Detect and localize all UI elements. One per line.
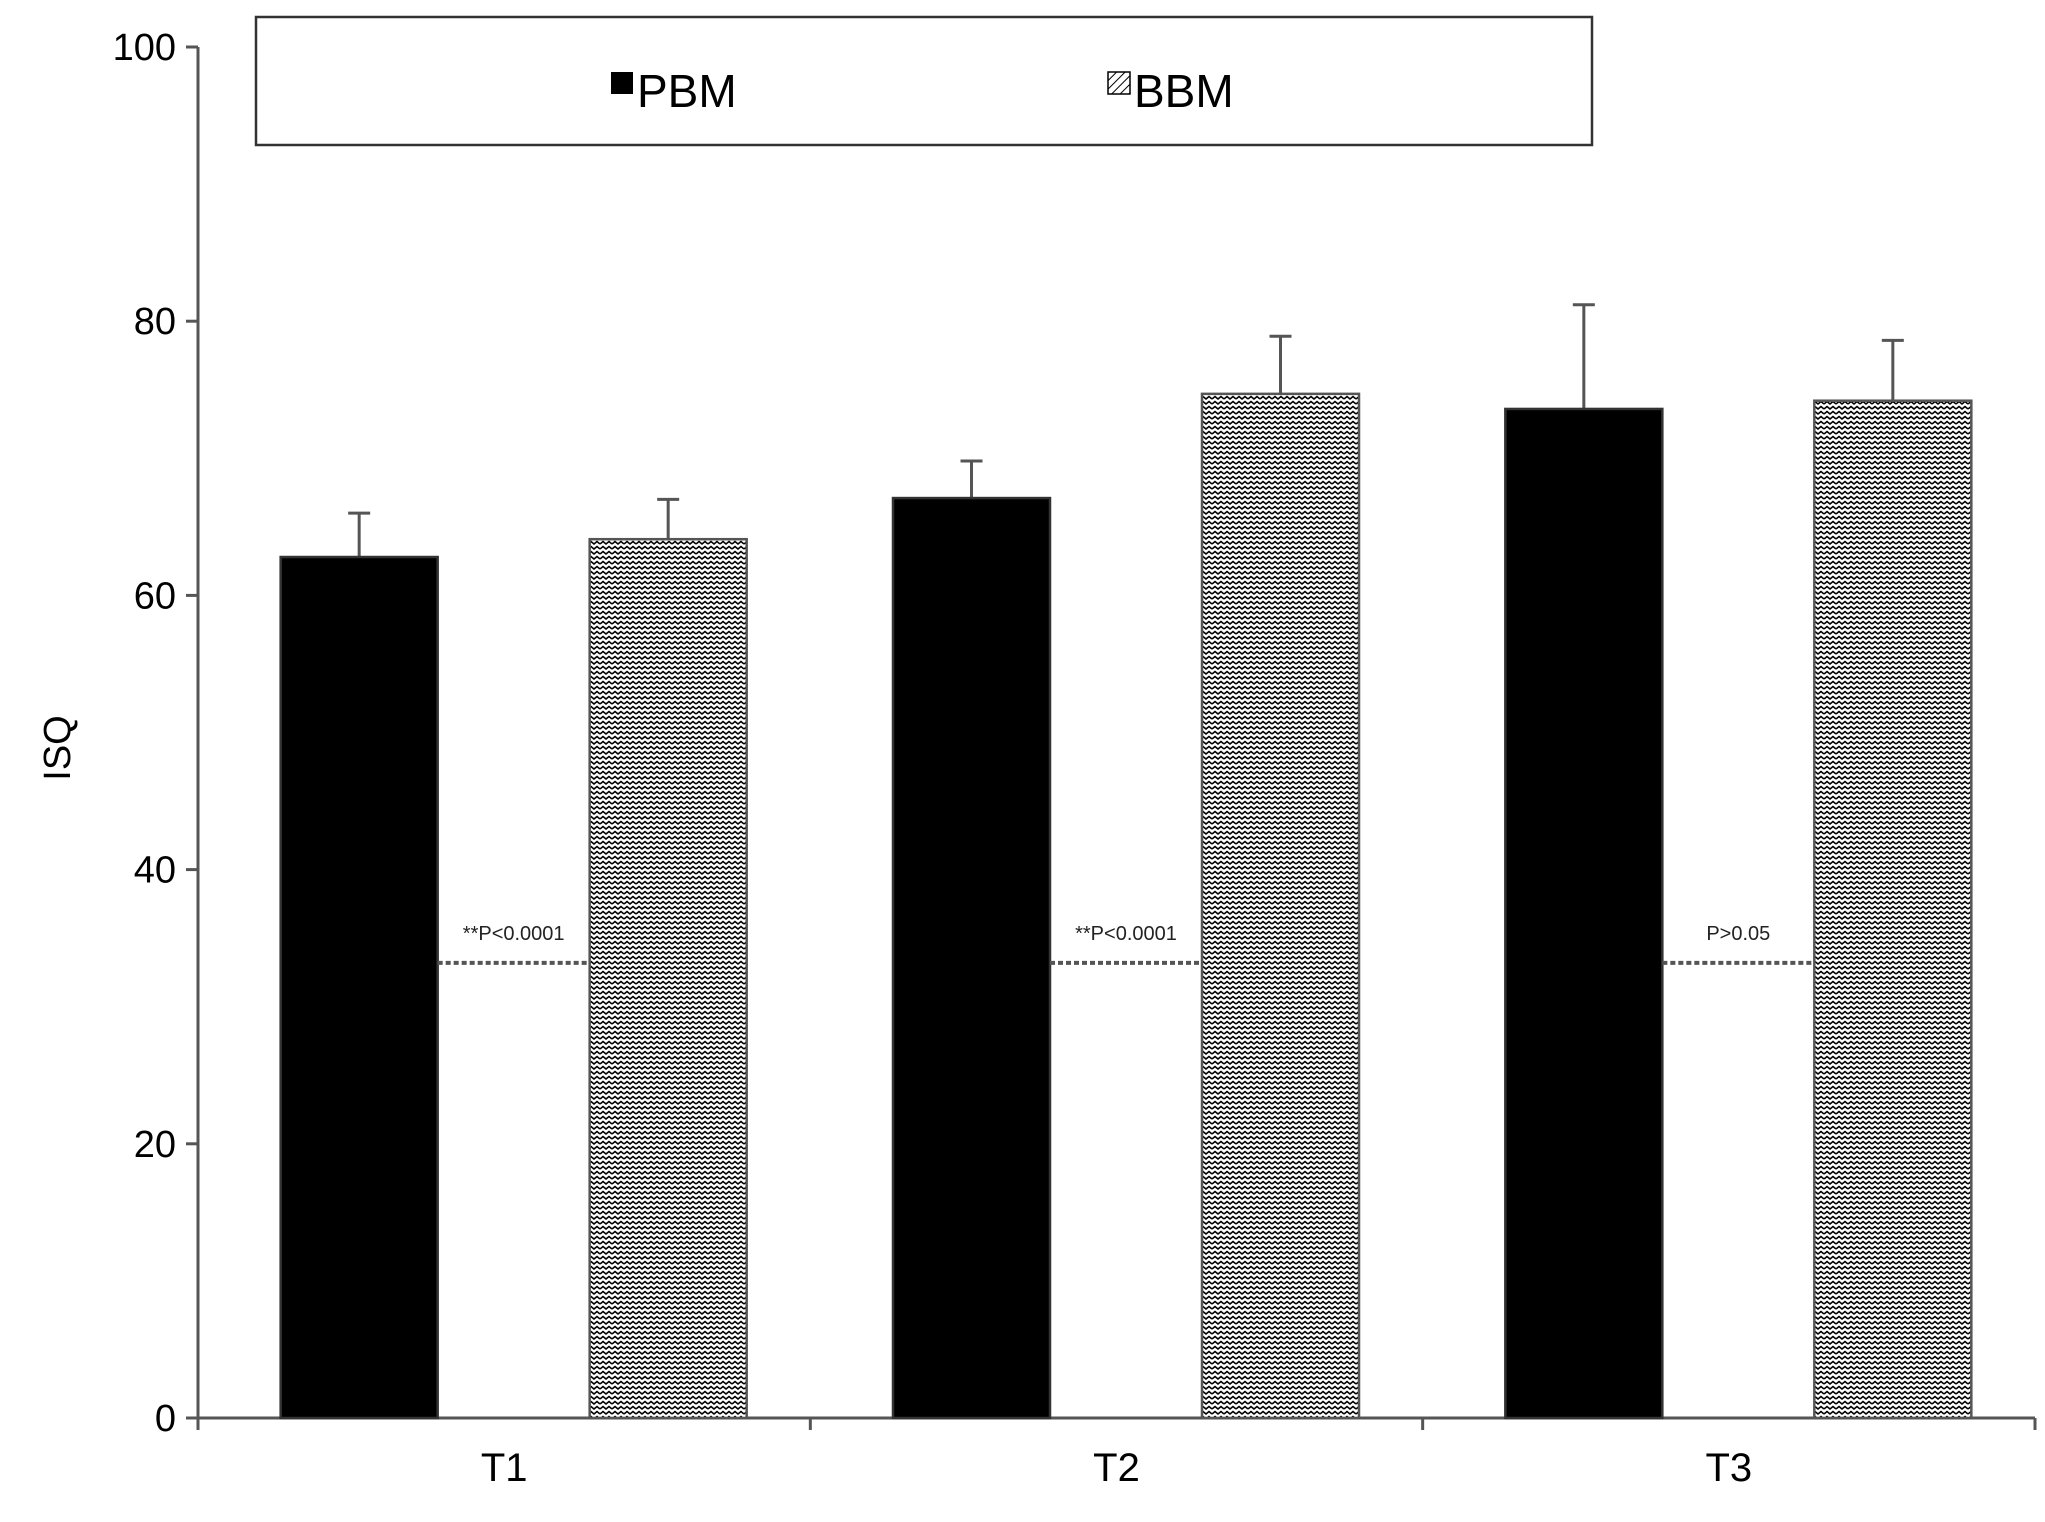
significance-label: **P<0.0001 [463,923,565,945]
y-tick-label: 40 [134,850,176,892]
bar-bbm [588,537,748,1420]
y-tick-label: 20 [134,1124,176,1166]
legend: PBM BBM [254,15,1594,147]
bar-pbm [1504,407,1664,1420]
legend-box [254,15,1594,147]
x-tick-label: T3 [1705,1446,1752,1490]
legend-label-bbm: BBM [1134,65,1234,117]
bar-pbm [279,555,439,1420]
significance-label: P>0.05 [1706,923,1770,945]
bar-bbm [1813,399,1973,1420]
legend-label-pbm: PBM [637,65,737,117]
legend-swatch-pbm [611,72,633,94]
bar-bbm [1200,392,1361,1420]
legend-swatch-bbm [1107,71,1131,95]
y-tick-label: 0 [155,1398,176,1440]
x-tick-label: T1 [481,1446,528,1490]
bar-pbm [891,496,1052,1420]
x-tick-label: T2 [1093,1446,1140,1490]
y-tick-label: 80 [134,301,176,343]
y-tick-label: 60 [134,575,176,617]
plot-area: 0 20 40 60 80 100 T1 T2 T3 **P<0.0001 **P<0.0001 P>… [113,27,2037,1490]
y-axis-label: ISQ [37,715,79,780]
y-tick-label: 100 [113,27,176,69]
significance-label: **P<0.0001 [1075,923,1177,945]
